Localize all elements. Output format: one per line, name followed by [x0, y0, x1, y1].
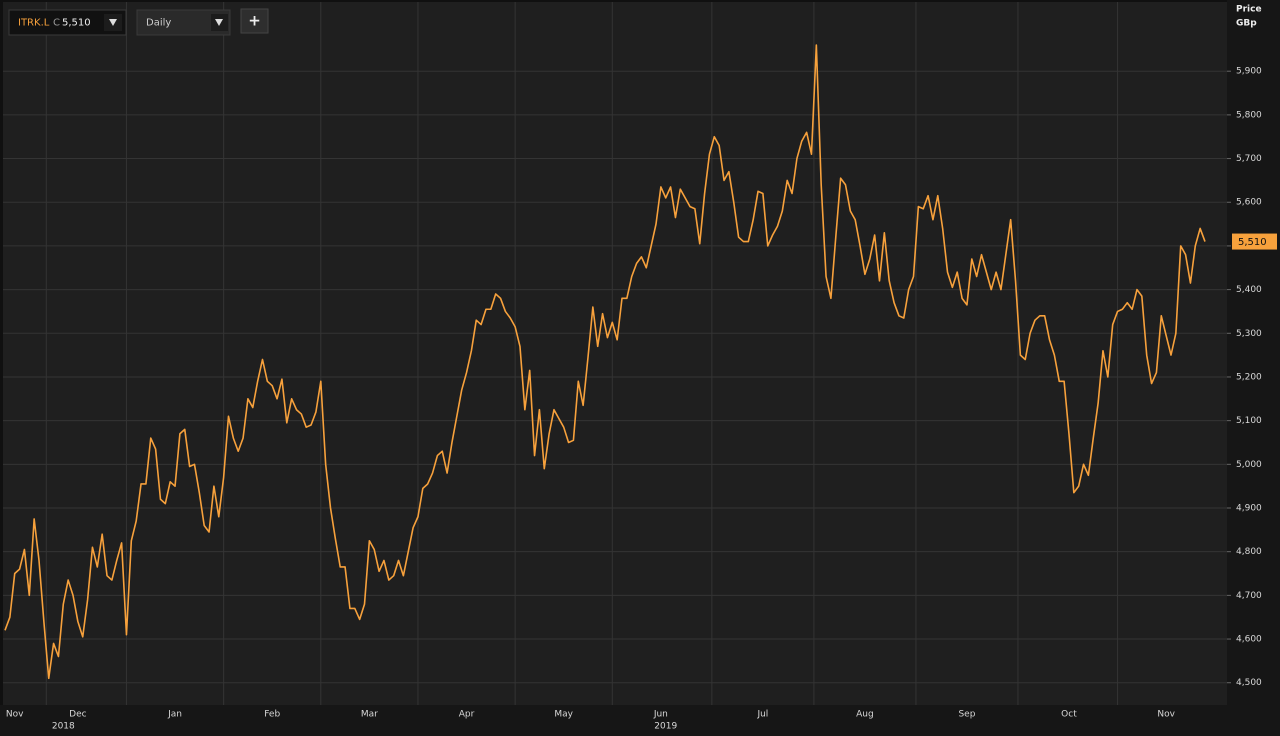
x-tick-label: Apr — [459, 710, 475, 720]
dropdown-arrow — [215, 19, 223, 26]
y-tick-label: 4,500 — [1236, 678, 1262, 688]
close-prefix: C — [53, 18, 60, 29]
x-tick-label: Jan — [167, 710, 182, 720]
y-tick-label: 5,900 — [1236, 67, 1262, 77]
y-tick-label: 5,100 — [1236, 416, 1262, 426]
x-tick-label: Dec — [69, 710, 86, 720]
y-tick-label: 4,800 — [1236, 547, 1262, 557]
x-axis-panel — [0, 705, 1227, 736]
x-tick-label: Nov — [1157, 710, 1175, 720]
y-tick-label: 4,600 — [1236, 635, 1262, 645]
add-label: + — [248, 12, 261, 30]
price-tag-label: 5,510 — [1238, 237, 1267, 248]
plot-area — [3, 2, 1227, 705]
y-tick-label: 4,700 — [1236, 591, 1262, 601]
interval: Daily — [146, 18, 171, 29]
dropdown-arrow — [109, 19, 117, 26]
add-button[interactable] — [240, 8, 269, 34]
price-line — [4, 44, 1206, 680]
year-label: 2018 — [52, 722, 75, 732]
y-tick-label: 5,800 — [1236, 110, 1262, 120]
x-tick-label: Sep — [958, 710, 975, 720]
x-tick-label: Jun — [653, 710, 668, 720]
axis-panel — [1227, 0, 1280, 736]
axis-title: Price — [1236, 5, 1262, 15]
y-tick-label: 5,200 — [1236, 372, 1262, 382]
y-tick-label: 5,600 — [1236, 198, 1262, 208]
toolbar: ITRK.L C 5,510 Daily + — [8, 8, 269, 36]
x-tick-label: Aug — [856, 710, 874, 720]
y-tick-label: 5,700 — [1236, 154, 1262, 164]
x-tick-label: May — [554, 710, 573, 720]
close-value: 5,510 — [62, 18, 91, 29]
x-tick-label: Feb — [264, 710, 280, 720]
axis-unit: GBp — [1236, 19, 1257, 29]
ticker: ITRK.L — [18, 18, 50, 29]
x-tick-label: Oct — [1061, 710, 1077, 720]
y-tick-label: 5,400 — [1236, 285, 1262, 295]
grid — [3, 2, 1227, 705]
y-tick-label: 5,000 — [1236, 460, 1262, 470]
x-tick-label: Mar — [361, 710, 378, 720]
price-tag — [1232, 233, 1277, 250]
x-tick-label: Jul — [756, 710, 768, 720]
y-tick-label: 4,900 — [1236, 504, 1262, 514]
x-tick-label: Nov — [6, 710, 24, 720]
year-label: 2019 — [654, 722, 677, 732]
marks — [4, 44, 1206, 680]
y-tick-label: 5,300 — [1236, 329, 1262, 339]
